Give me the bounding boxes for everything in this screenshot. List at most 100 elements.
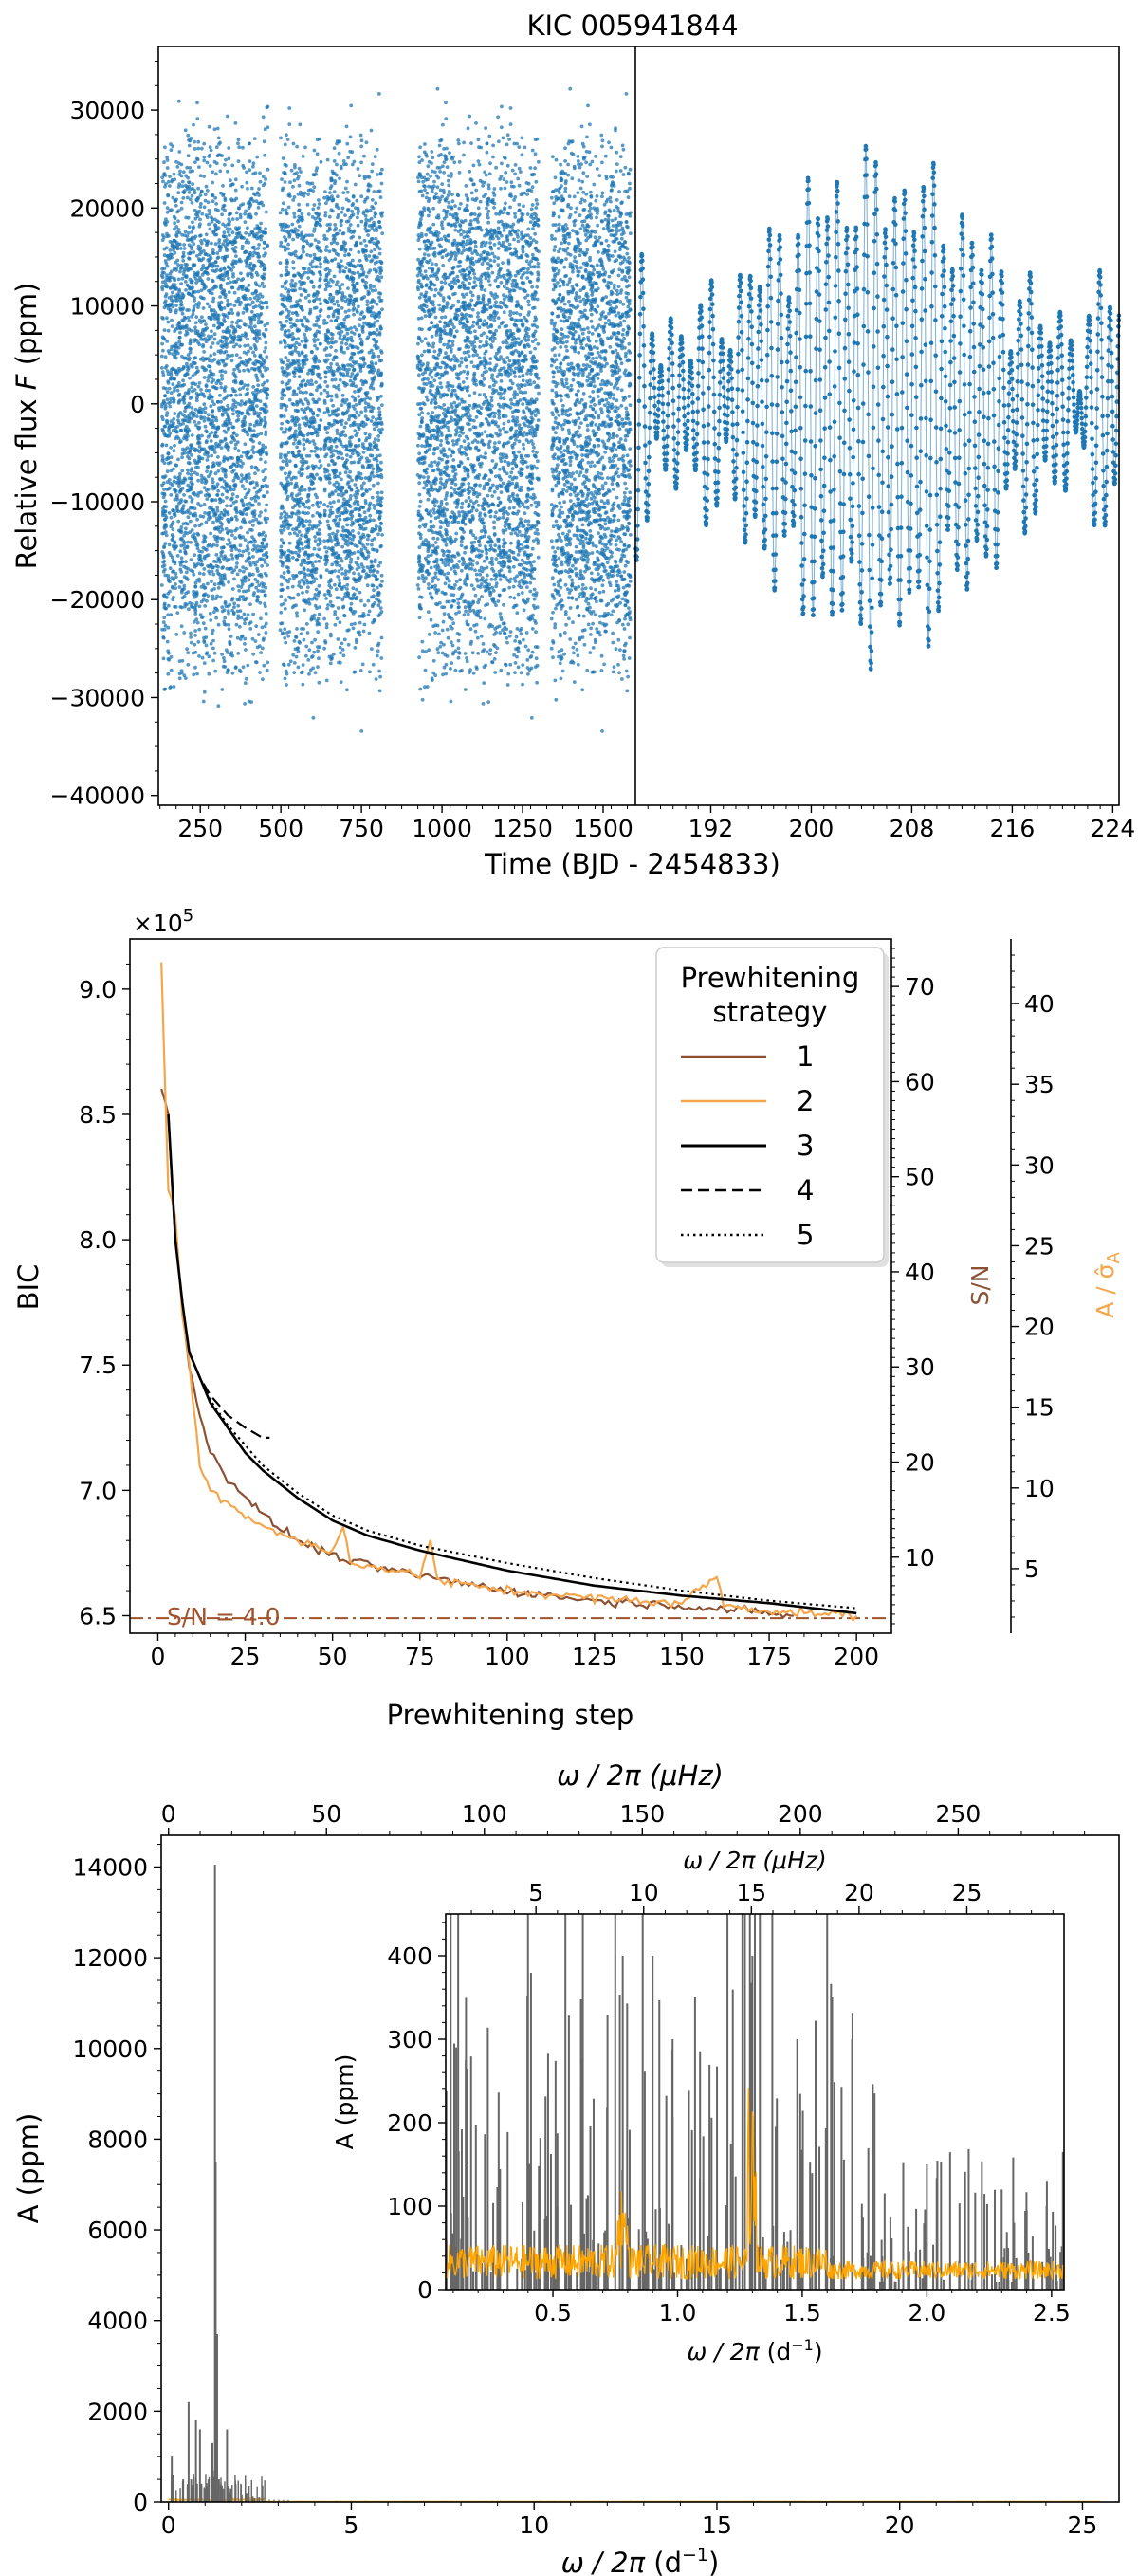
lc-point xyxy=(173,278,177,283)
lc-point xyxy=(289,434,294,438)
lc-point xyxy=(203,357,208,361)
lc-point xyxy=(221,292,226,297)
lc-point xyxy=(231,402,236,407)
lc-point xyxy=(176,457,180,462)
lc-point xyxy=(186,316,191,320)
lc-point xyxy=(286,662,291,667)
lc-point xyxy=(223,554,228,559)
lc-point xyxy=(326,524,331,527)
lc-point xyxy=(301,464,304,468)
lc-point xyxy=(279,538,284,542)
lc-point xyxy=(196,146,201,151)
lc-point xyxy=(369,419,374,423)
lc-point xyxy=(190,280,194,285)
lc-point xyxy=(192,309,195,313)
lc-point xyxy=(378,544,383,549)
lc-point xyxy=(257,644,262,649)
lc-point xyxy=(376,570,380,574)
lc-point xyxy=(166,381,171,385)
lc-point xyxy=(344,266,348,270)
lc-point xyxy=(365,175,370,179)
lc-point xyxy=(166,193,171,198)
lc-point xyxy=(175,247,180,251)
lc-point xyxy=(287,471,292,476)
lc-point xyxy=(235,517,239,522)
lc-point xyxy=(307,672,311,676)
lc-point xyxy=(197,557,201,561)
lc-point xyxy=(261,115,266,120)
lc-point xyxy=(281,388,285,393)
lc-point xyxy=(173,560,177,564)
lc-point xyxy=(262,267,266,272)
lc-point xyxy=(299,632,303,636)
lc-point xyxy=(299,488,303,492)
lc-point xyxy=(220,688,225,691)
lc-point xyxy=(173,412,177,415)
lc-point xyxy=(308,253,313,258)
lc-point xyxy=(302,194,306,198)
lc-point xyxy=(295,359,299,363)
lc-point xyxy=(335,173,339,177)
lc-point xyxy=(237,145,242,150)
lc-point xyxy=(229,178,232,183)
lc-point xyxy=(192,619,196,624)
lc-point xyxy=(248,563,253,567)
lc-point xyxy=(316,240,321,245)
lc-point xyxy=(315,472,319,477)
lc-point xyxy=(315,502,320,506)
lc-point xyxy=(330,336,335,340)
lc-point xyxy=(179,206,184,211)
lc-point xyxy=(180,469,185,473)
lc-point xyxy=(216,341,220,345)
lc-point xyxy=(227,212,231,217)
lc-point xyxy=(211,312,215,317)
lc-point xyxy=(279,544,284,549)
lc-point xyxy=(204,520,209,524)
lc-point xyxy=(218,369,223,374)
lc-point xyxy=(291,527,295,532)
lc-point xyxy=(282,527,286,532)
lc-point xyxy=(299,468,303,472)
lc-point xyxy=(284,246,287,249)
lc-point xyxy=(288,523,293,527)
lc-point xyxy=(315,388,319,393)
lc-point xyxy=(233,249,238,254)
lc-point xyxy=(233,446,238,451)
lc-point xyxy=(186,578,190,581)
lc-point xyxy=(174,633,179,636)
lc-point xyxy=(263,593,267,598)
lc-point xyxy=(279,515,283,520)
lc-point xyxy=(161,531,166,536)
lc-point xyxy=(165,639,170,644)
lc-point xyxy=(288,345,293,350)
lc-point xyxy=(239,511,243,516)
lc-point xyxy=(172,227,176,231)
lc-point xyxy=(310,526,315,531)
lc-point xyxy=(284,307,289,312)
lc-point xyxy=(160,402,165,406)
lc-point xyxy=(214,444,219,449)
lc-point xyxy=(345,482,350,486)
lc-point xyxy=(297,571,302,575)
lc-point xyxy=(265,396,269,400)
lc-point xyxy=(211,632,214,635)
lc-point xyxy=(159,366,164,370)
lc-point xyxy=(323,375,328,379)
lc-point xyxy=(286,290,291,294)
lc-point xyxy=(166,576,171,580)
lc-point xyxy=(285,138,290,141)
lc-point xyxy=(280,188,284,193)
lc-point xyxy=(187,191,192,194)
lc-point xyxy=(240,499,244,503)
lc-point xyxy=(304,579,309,582)
lc-point xyxy=(186,662,191,667)
lc-point xyxy=(173,475,177,480)
lc-point xyxy=(167,257,171,261)
lc-point xyxy=(230,182,235,187)
lc-point xyxy=(355,198,359,203)
lc-point xyxy=(205,497,210,501)
lc-point xyxy=(222,396,227,401)
lc-point xyxy=(358,235,362,240)
lc-point xyxy=(208,472,212,476)
lc-point xyxy=(283,142,287,147)
